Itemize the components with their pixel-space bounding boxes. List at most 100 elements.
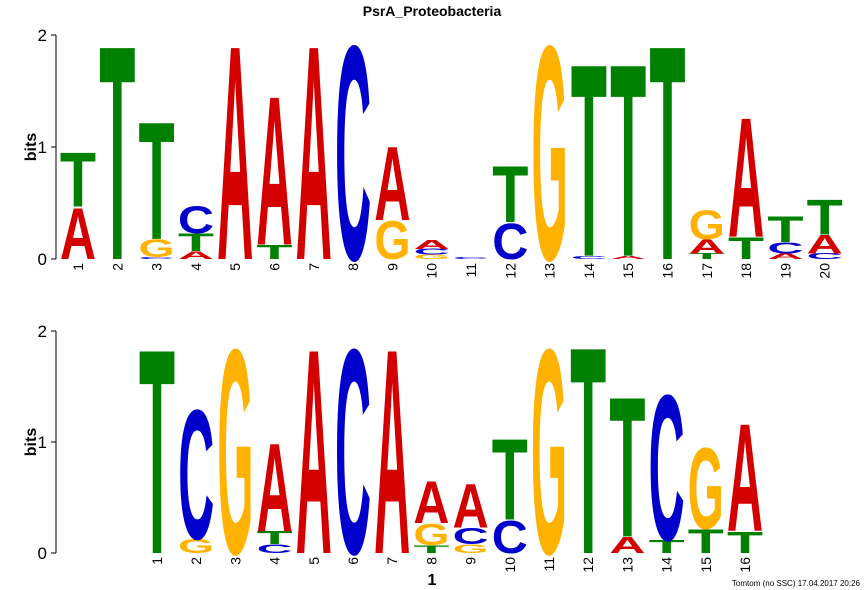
letter: T bbox=[610, 6, 646, 314]
letter: C bbox=[178, 371, 214, 579]
letter: T bbox=[99, 0, 135, 325]
x-tick-label: 18 bbox=[738, 263, 754, 279]
letter: G bbox=[178, 535, 214, 557]
letter: C bbox=[492, 212, 528, 269]
x-tick-label: 11 bbox=[463, 263, 479, 278]
letter: A bbox=[374, 124, 410, 242]
footer: Tomtom (no SSC) 17.04.2017 20:26 bbox=[732, 579, 861, 588]
y-tick-label: 1 bbox=[38, 138, 47, 157]
y-tick-label: 1 bbox=[38, 433, 47, 452]
letter: T bbox=[570, 285, 606, 590]
letter: T bbox=[139, 289, 175, 590]
x-tick-label: 1 bbox=[149, 557, 165, 565]
letter: C bbox=[335, 289, 371, 590]
x-tick-label: 9 bbox=[384, 263, 400, 271]
letter: C bbox=[414, 248, 450, 257]
x-tick-label: 17 bbox=[699, 263, 715, 279]
letter: A bbox=[296, 0, 332, 325]
x-tick-label: 14 bbox=[659, 557, 675, 573]
y-tick-label: 2 bbox=[38, 26, 47, 45]
letter: A bbox=[296, 289, 332, 590]
letter: A bbox=[728, 82, 764, 274]
letter: C bbox=[178, 198, 214, 242]
x-tick-label: 11 bbox=[541, 557, 557, 572]
letter: G bbox=[374, 210, 410, 271]
letter: T bbox=[256, 241, 292, 263]
letter: C bbox=[649, 351, 685, 584]
letter: G bbox=[139, 235, 175, 263]
letter: C bbox=[139, 256, 175, 259]
x-tick-label: 13 bbox=[542, 263, 558, 279]
letter: T bbox=[492, 150, 528, 240]
letter: T bbox=[178, 229, 214, 257]
letter: G bbox=[413, 517, 449, 552]
letter: A bbox=[453, 470, 489, 541]
x-tick-label: 9 bbox=[463, 557, 479, 565]
x-tick-label: 6 bbox=[267, 263, 283, 271]
letter: T bbox=[571, 6, 607, 314]
x-tick-label: 15 bbox=[620, 263, 636, 279]
letter: C bbox=[767, 239, 803, 256]
y-tick-label: 0 bbox=[38, 250, 47, 269]
x-tick-label: 4 bbox=[188, 263, 204, 271]
letter: G bbox=[453, 542, 489, 556]
letter: A bbox=[256, 52, 292, 290]
x-tick-label: 15 bbox=[698, 557, 714, 573]
letter: G bbox=[217, 289, 253, 590]
letter: A bbox=[610, 255, 646, 260]
x-tick-label: 2 bbox=[188, 557, 204, 565]
letter: T bbox=[807, 190, 843, 245]
x-tick-label: 7 bbox=[384, 557, 400, 565]
letter: C bbox=[571, 255, 607, 260]
letter: G bbox=[532, 0, 568, 325]
x-tick-label: 8 bbox=[345, 263, 361, 271]
x-tick-label: 3 bbox=[149, 263, 165, 271]
x-tick-label: 12 bbox=[580, 557, 596, 573]
x-tick-label: 5 bbox=[306, 557, 322, 565]
letter: G bbox=[414, 253, 450, 260]
letter: T bbox=[649, 0, 685, 325]
letter: C bbox=[257, 542, 293, 556]
letter: T bbox=[767, 209, 803, 251]
letter: C bbox=[807, 252, 843, 261]
letter: T bbox=[257, 528, 293, 549]
x-tick-label: 20 bbox=[817, 263, 833, 279]
letter: A bbox=[60, 193, 96, 275]
x-tick-label: 3 bbox=[227, 557, 243, 565]
x-tick-label: 14 bbox=[581, 263, 597, 279]
x-tick-label: 8 bbox=[423, 557, 439, 565]
letter: A bbox=[609, 532, 645, 558]
y-tick-label: 2 bbox=[38, 322, 47, 341]
x-axis-label: 1 bbox=[428, 572, 437, 589]
letter: T bbox=[727, 525, 763, 560]
letter: T bbox=[413, 543, 449, 555]
x-tick-label: 6 bbox=[345, 557, 361, 565]
letter: A bbox=[414, 238, 450, 252]
letter: G bbox=[688, 424, 724, 553]
x-tick-label: 16 bbox=[660, 263, 676, 279]
y-axis-label: bits bbox=[23, 428, 40, 457]
letter: A bbox=[257, 418, 293, 559]
letter: C bbox=[335, 0, 371, 325]
y-tick-label: 0 bbox=[38, 544, 47, 563]
x-tick-label: 1 bbox=[70, 263, 86, 271]
letter: T bbox=[609, 355, 645, 579]
letter: T bbox=[139, 88, 175, 275]
letter: G bbox=[689, 202, 725, 249]
letter: T bbox=[728, 231, 764, 266]
letter: A bbox=[374, 289, 410, 590]
x-tick-label: 5 bbox=[227, 263, 243, 271]
letter: T bbox=[492, 415, 528, 544]
letter: A bbox=[727, 391, 763, 564]
x-tick-label: 10 bbox=[502, 557, 518, 573]
letter: A bbox=[807, 230, 843, 259]
letter: A bbox=[689, 235, 725, 257]
x-tick-label: 12 bbox=[502, 263, 518, 279]
letter: T bbox=[60, 136, 96, 223]
letter: T bbox=[649, 537, 685, 558]
y-axis-label: bits bbox=[23, 133, 40, 162]
letter: A bbox=[413, 469, 449, 536]
x-tick-label: 7 bbox=[306, 263, 322, 271]
x-tick-label: 4 bbox=[267, 557, 283, 565]
